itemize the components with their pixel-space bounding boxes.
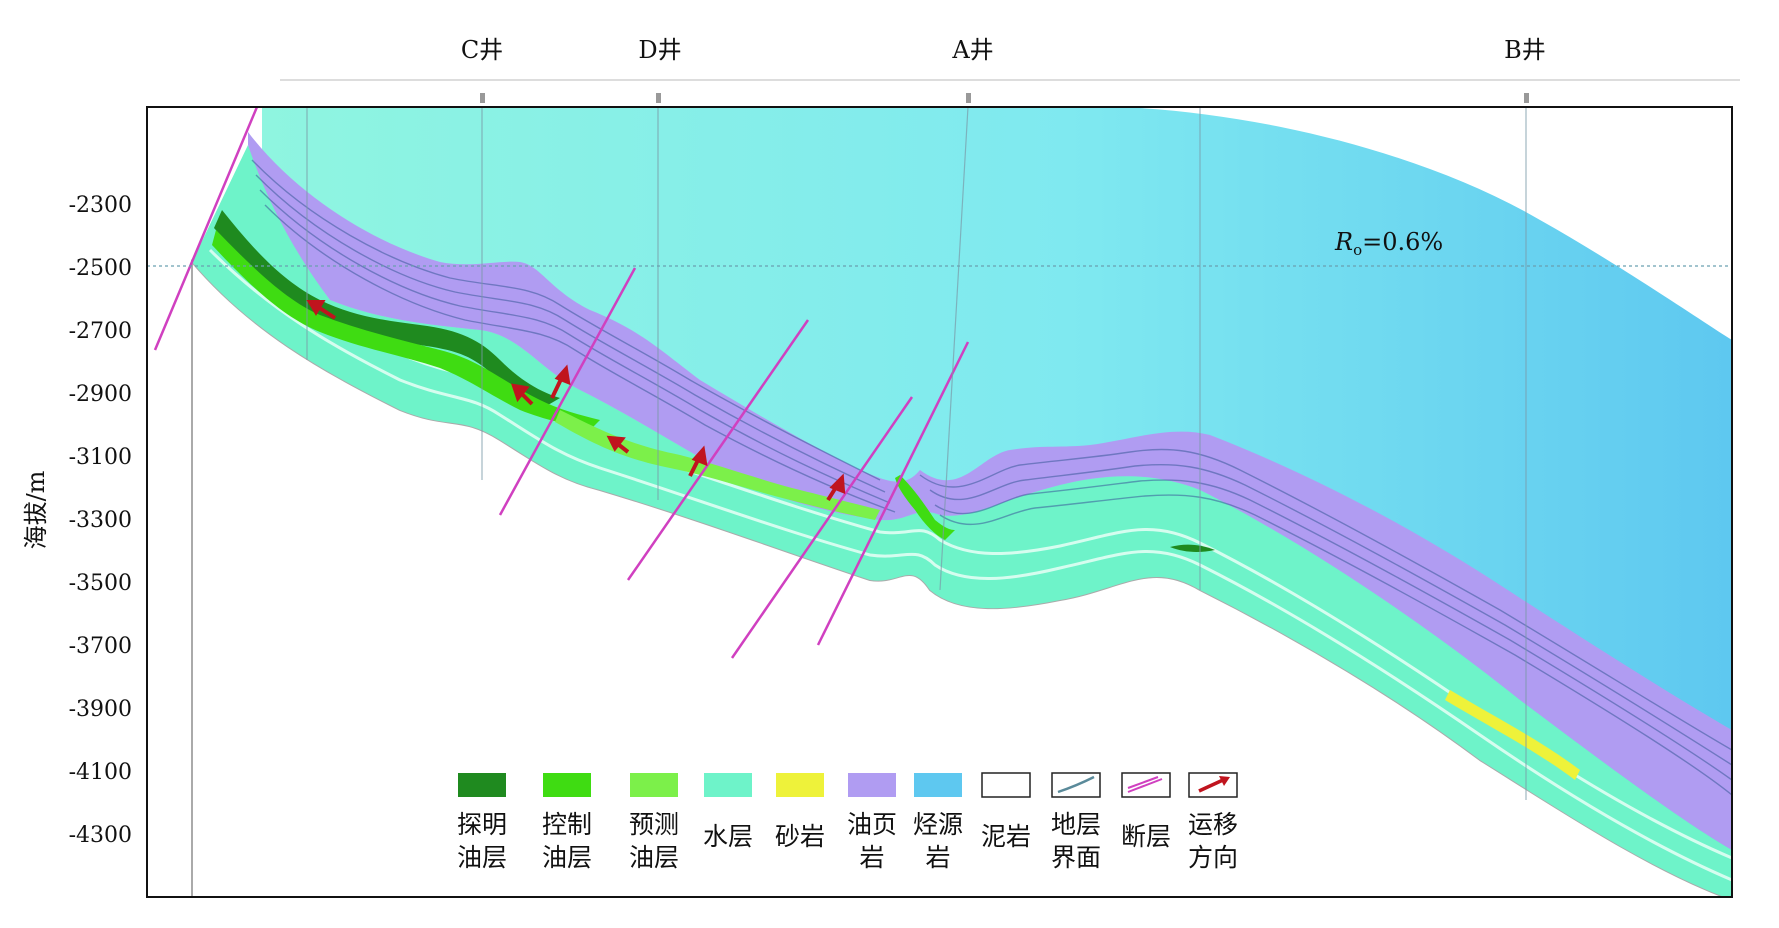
- legend-item: 水层: [703, 773, 753, 851]
- legend-swatch: [848, 773, 896, 797]
- legend-label: 预测: [629, 810, 679, 839]
- well-label-d: D井: [638, 36, 681, 64]
- legend-item: 烃源岩: [913, 773, 963, 872]
- ro-annotation: Ro=0.6%: [1334, 228, 1443, 259]
- legend-label: 岩: [859, 843, 884, 872]
- legend-label: 油层: [457, 843, 507, 872]
- y-tick-label: -3900: [69, 697, 132, 722]
- legend-item: 油页岩: [847, 773, 897, 872]
- legend-label: 水层: [703, 822, 753, 851]
- fault-5: [816, 341, 970, 646]
- y-tick-label: -3100: [69, 445, 132, 470]
- well-label-a: A井: [951, 36, 993, 64]
- legend-item: 砂岩: [775, 773, 825, 851]
- legend-label: 泥岩: [981, 822, 1031, 851]
- well-traces: [306, 107, 1527, 800]
- legend-swatch: [776, 773, 824, 797]
- legend-label: 方向: [1188, 843, 1238, 872]
- well-marker-c: [480, 93, 485, 103]
- well-marker-d: [656, 93, 661, 103]
- legend-label: 烃源: [913, 810, 963, 839]
- proven-oil-zone: [214, 210, 560, 405]
- shale-bedding: [251, 159, 1732, 796]
- legend-label: 界面: [1051, 843, 1101, 872]
- y-tick-label: -2500: [69, 256, 132, 281]
- sandstone-zone: [1445, 690, 1580, 780]
- legend-label: 岩: [925, 843, 950, 872]
- legend-label: 油层: [542, 843, 592, 872]
- legend-label: 断层: [1121, 822, 1171, 851]
- predicted-oil-zone-2: [895, 475, 955, 540]
- y-axis-ticks: -2300 -2500 -2700 -2900 -3100 -3300 -3500 -3700…: [69, 193, 132, 848]
- fault-2: [498, 267, 637, 516]
- predicted-oil-zone: [555, 410, 880, 520]
- legend-item: 泥岩: [981, 772, 1031, 851]
- legend-label: 控制: [542, 810, 592, 839]
- legend-swatch: [981, 772, 1031, 798]
- y-axis: 海拔/m -2300 -2500 -2700 -2900 -3100 -3300 -3500…: [22, 193, 132, 848]
- legend-label: 探明: [457, 810, 507, 839]
- legend-swatch: [630, 773, 678, 797]
- well-marker-b: [1524, 93, 1529, 103]
- legend-label: 地层: [1051, 810, 1101, 839]
- migration-arrows: [306, 300, 846, 502]
- legend-label: 油页: [847, 810, 897, 839]
- legend-swatch: [458, 773, 506, 797]
- y-tick-label: -3500: [69, 571, 132, 596]
- y-tick-label: -4100: [69, 760, 132, 785]
- well-labels: C井 D井 A井 B井: [280, 36, 1740, 103]
- section-body: [147, 107, 1732, 897]
- legend-label: 油层: [629, 843, 679, 872]
- legend-swatch: [704, 773, 752, 797]
- y-tick-label: -3300: [69, 508, 132, 533]
- legend-swatch: [543, 773, 591, 797]
- y-tick-label: -2300: [69, 193, 132, 218]
- fault-4: [730, 396, 914, 659]
- well-label-c: C井: [461, 36, 503, 64]
- legend-swatch: [914, 773, 962, 797]
- water-layer: [192, 145, 1732, 897]
- plot-frame: [146, 106, 1733, 898]
- proven-oil-lens-b: [1170, 544, 1215, 552]
- well-marker-a: [966, 93, 971, 103]
- well-label-b: B井: [1504, 36, 1546, 64]
- legend-item: 断层: [1121, 772, 1171, 851]
- y-tick-label: -2700: [69, 319, 132, 344]
- controlled-oil-zone: [212, 230, 600, 430]
- legend-label: 砂岩: [775, 822, 825, 851]
- y-tick-label: -4300: [69, 823, 132, 848]
- legend-label: 运移: [1188, 810, 1238, 839]
- fault-1: [153, 107, 259, 351]
- y-tick-label: -3700: [69, 634, 132, 659]
- fault-lines: [153, 107, 970, 659]
- y-tick-label: -2900: [69, 382, 132, 407]
- fault-3: [626, 319, 810, 581]
- y-axis-label: 海拔/m: [22, 470, 50, 549]
